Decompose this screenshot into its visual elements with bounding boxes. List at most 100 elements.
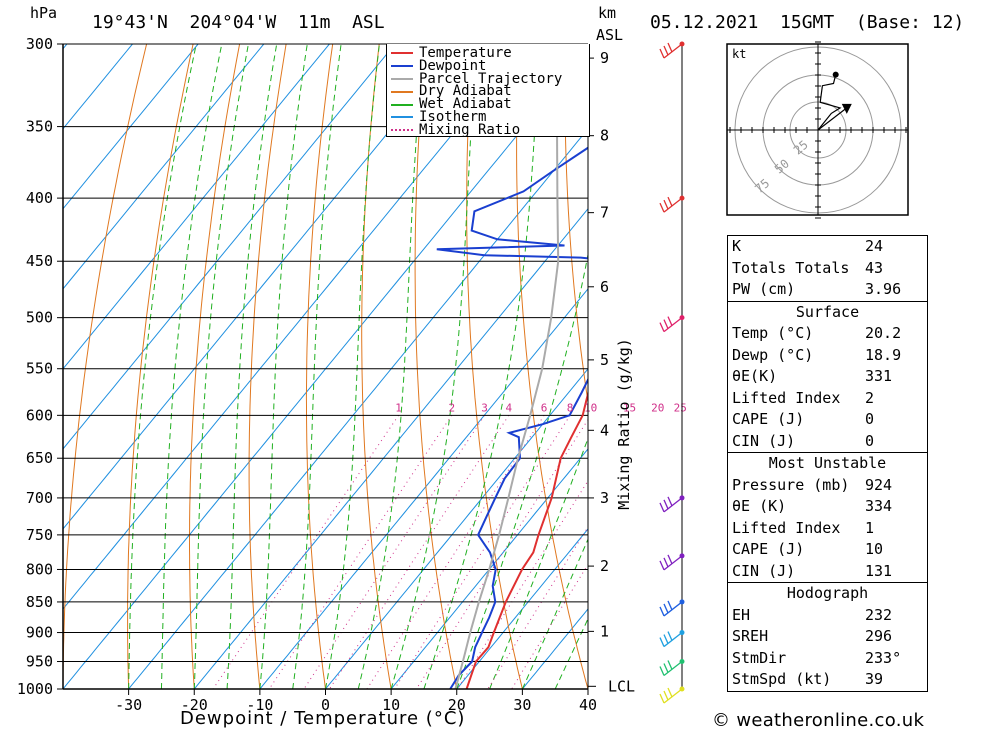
x-axis-title: Dewpoint / Temperature (°C) bbox=[180, 708, 466, 729]
legend-swatch bbox=[391, 90, 413, 93]
dry-adiabat-line bbox=[63, 44, 148, 689]
dry-adiabat-line bbox=[516, 44, 588, 689]
table-row: Lifted Index 1 bbox=[728, 518, 927, 540]
row-value: 3.96 bbox=[865, 280, 902, 298]
mixing-ratio-label: 3 bbox=[481, 401, 488, 414]
km-tick-label: 8 bbox=[600, 127, 609, 145]
wind-barb bbox=[659, 660, 683, 677]
legend-entry: Parcel Trajectory bbox=[387, 70, 589, 87]
pressure-tick-label: 800 bbox=[26, 560, 53, 578]
location-title: 19°43'N 204°04'W 11m ASL bbox=[92, 12, 385, 33]
isotherm-line bbox=[63, 44, 527, 610]
surface-title: Surface bbox=[728, 300, 927, 324]
hodograph-title: Hodograph bbox=[728, 582, 927, 605]
wind-barb bbox=[659, 316, 683, 333]
wet-adiabat-line bbox=[554, 617, 588, 689]
km-tick-label: 6 bbox=[600, 278, 609, 296]
wind-barb bbox=[659, 196, 683, 213]
dry-adiabat-line bbox=[564, 44, 588, 406]
dry-adiabat-line bbox=[248, 44, 287, 689]
row-value: 1 bbox=[865, 518, 875, 537]
mixing-ratio-label: 2 bbox=[448, 401, 455, 414]
temp-tick-label: 30 bbox=[513, 696, 531, 714]
wind-barb-feather bbox=[659, 560, 665, 571]
row-value: 24 bbox=[865, 237, 884, 255]
hodograph-trace bbox=[817, 74, 842, 131]
row-value: 232 bbox=[865, 605, 893, 624]
table-row: Temp (°C) 20.2 bbox=[728, 323, 927, 345]
wind-barb bbox=[659, 687, 683, 704]
wind-barb-staff bbox=[663, 197, 683, 213]
legend-label: Dewpoint bbox=[419, 57, 487, 74]
table-row: CIN (J) 0 bbox=[728, 431, 927, 453]
table-row: StmDir 233° bbox=[728, 648, 927, 670]
wet-adiabat-line bbox=[259, 44, 308, 689]
row-value: 39 bbox=[865, 670, 884, 688]
wind-barb bbox=[659, 554, 683, 571]
temp-tick-label: 0 bbox=[321, 696, 330, 714]
legend-swatch bbox=[391, 103, 413, 106]
wet-adiabat-line bbox=[390, 44, 477, 689]
pressure-tick-label: 550 bbox=[26, 360, 53, 378]
legend-swatch bbox=[391, 116, 413, 119]
row-label: θE(K) bbox=[732, 367, 778, 385]
legend-label: Parcel Trajectory bbox=[419, 70, 563, 87]
wind-barb-feather bbox=[667, 196, 673, 207]
mixing-ratio-label: 1 bbox=[395, 401, 402, 414]
wind-barb-feather bbox=[659, 606, 665, 617]
wind-barb bbox=[659, 496, 683, 513]
row-value: 924 bbox=[865, 475, 893, 494]
wind-barb-feather bbox=[667, 496, 673, 507]
wind-barb-staff bbox=[663, 43, 683, 59]
row-value: 296 bbox=[865, 627, 893, 645]
dry-adiabat-line bbox=[984, 44, 1000, 689]
copyright-text[interactable]: © weatheronline.co.uk bbox=[712, 710, 925, 731]
row-label: Dewp (°C) bbox=[732, 345, 814, 364]
wind-barb-feather bbox=[667, 687, 673, 698]
isotherm-line bbox=[193, 207, 588, 689]
wind-barb-feather bbox=[659, 202, 665, 213]
wind-barb-feather bbox=[663, 634, 669, 644]
table-row: Lifted Index 2 bbox=[728, 388, 927, 410]
wet-adiabat-line bbox=[128, 44, 197, 689]
isotherm-line bbox=[63, 47, 588, 689]
row-value: 43 bbox=[865, 258, 884, 277]
dry-adiabat-line bbox=[305, 44, 334, 689]
table-row: StmSpd (kt) 39 bbox=[728, 669, 927, 691]
wind-barb-feather bbox=[659, 637, 665, 647]
pressure-tick-label: 750 bbox=[26, 526, 53, 544]
wet-adiabat-line bbox=[325, 44, 380, 689]
pressure-tick-label: 300 bbox=[26, 35, 53, 53]
wind-barb-staff bbox=[663, 497, 683, 513]
storm-motion-arrowhead bbox=[841, 103, 852, 114]
pressure-tick-label: 850 bbox=[26, 593, 53, 611]
legend-swatch bbox=[391, 52, 413, 55]
wind-barb-staff bbox=[663, 601, 683, 617]
row-label: SREH bbox=[732, 627, 769, 645]
row-label: Temp (°C) bbox=[732, 324, 814, 342]
row-value: 0 bbox=[865, 431, 875, 450]
mixing-ratio-label: 15 bbox=[623, 401, 636, 414]
table-row: Totals Totals 43 bbox=[728, 258, 927, 280]
wind-barb-staff bbox=[663, 632, 683, 648]
pressure-tick-label: 950 bbox=[26, 653, 53, 671]
wind-barb-feather bbox=[659, 666, 665, 676]
wind-barb-staff bbox=[663, 317, 683, 333]
wind-barb-feather bbox=[667, 554, 673, 565]
mixing-ratio-line bbox=[457, 479, 588, 689]
isotherm-line bbox=[63, 44, 265, 290]
legend-entry: Mixing Ratio bbox=[387, 121, 589, 138]
legend-label: Mixing Ratio bbox=[419, 121, 521, 138]
table-row: θE(K) 331 bbox=[728, 366, 927, 388]
mixing-ratio-label: 25 bbox=[674, 401, 687, 414]
wind-barb-feather bbox=[659, 322, 665, 332]
legend: Temperature Dewpoint Parcel Trajectory Dry … bbox=[386, 44, 590, 137]
pressure-tick-label: 450 bbox=[26, 252, 53, 270]
most-unstable-title: Most Unstable bbox=[728, 452, 927, 475]
table-row: θE (K) 334 bbox=[728, 496, 927, 518]
legend-entry: Wet Adiabat bbox=[387, 97, 589, 111]
temp-tick-label: -20 bbox=[181, 696, 208, 714]
row-value: 334 bbox=[865, 497, 893, 515]
row-value: 331 bbox=[865, 367, 893, 385]
